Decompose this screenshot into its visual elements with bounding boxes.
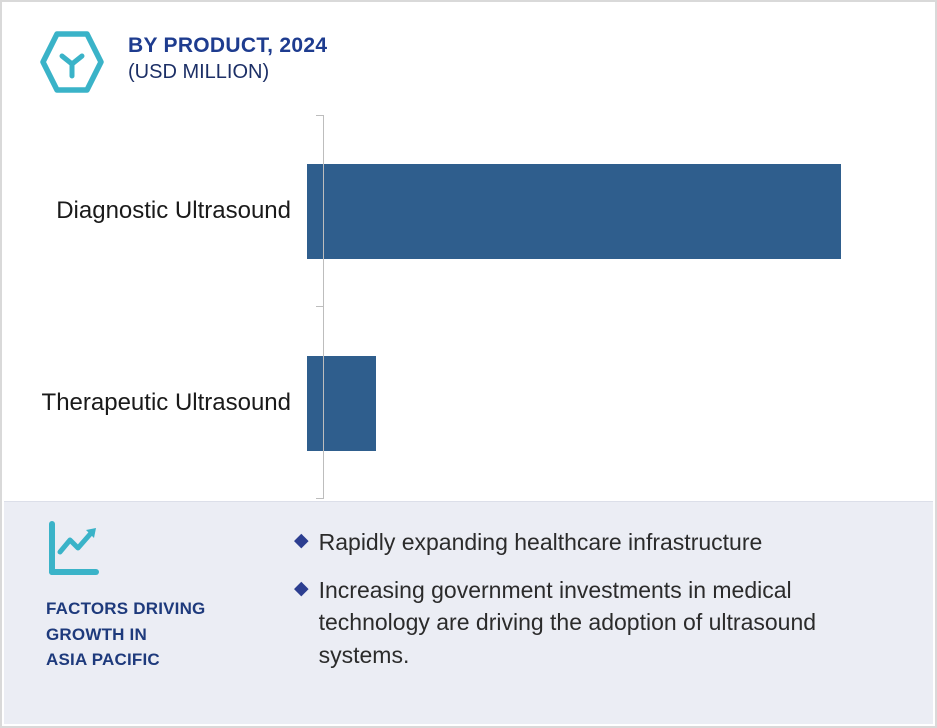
chart-title-block: BY PRODUCT, 2024 (USD MILLION) <box>128 30 327 84</box>
bar-therapeutic <box>307 355 377 451</box>
footer-panel: FACTORS DRIVING GROWTH IN ASIA PACIFIC ◆… <box>4 501 933 724</box>
bullet-text: Increasing government investments in med… <box>318 577 817 668</box>
bar-diagnostic <box>307 163 841 259</box>
bar-track <box>307 355 905 451</box>
chart-header: BY PRODUCT, 2024 (USD MILLION) <box>40 30 327 94</box>
bar-track <box>307 163 905 259</box>
bar-row-diagnostic: Diagnostic Ultrasound <box>2 115 935 307</box>
chart-title: BY PRODUCT, 2024 <box>128 34 328 57</box>
footer-bullet-list: ◆ Rapidly expanding healthcare infrastru… <box>254 502 933 724</box>
category-label-diagnostic: Diagnostic Ultrasound <box>56 197 291 224</box>
trend-chart-icon <box>49 521 99 575</box>
category-label-therapeutic: Therapeutic Ultrasound <box>41 389 291 416</box>
diamond-bullet-icon: ◆ <box>294 530 309 551</box>
bar-rows: Diagnostic Ultrasound Therapeutic Ultras… <box>2 115 935 499</box>
bullet-text: Rapidly expanding healthcare infrastruct… <box>318 529 763 555</box>
y-axis-line <box>323 115 324 499</box>
axis-tick <box>316 306 323 307</box>
hexagon-logo-icon <box>40 31 104 93</box>
bullet-item: ◆ Increasing government investments in m… <box>294 574 893 671</box>
bar-chart: Diagnostic Ultrasound Therapeutic Ultras… <box>2 115 935 499</box>
axis-tick <box>316 115 323 116</box>
footer-left-block: FACTORS DRIVING GROWTH IN ASIA PACIFIC <box>4 502 254 724</box>
diamond-bullet-icon: ◆ <box>294 578 309 600</box>
chart-subtitle: (USD MILLION) <box>128 61 270 83</box>
footer-heading: FACTORS DRIVING GROWTH IN ASIA PACIFIC <box>46 599 206 669</box>
bullet-item: ◆ Rapidly expanding healthcare infrastru… <box>294 526 893 558</box>
axis-tick <box>316 498 323 499</box>
bar-row-therapeutic: Therapeutic Ultrasound <box>2 307 935 499</box>
